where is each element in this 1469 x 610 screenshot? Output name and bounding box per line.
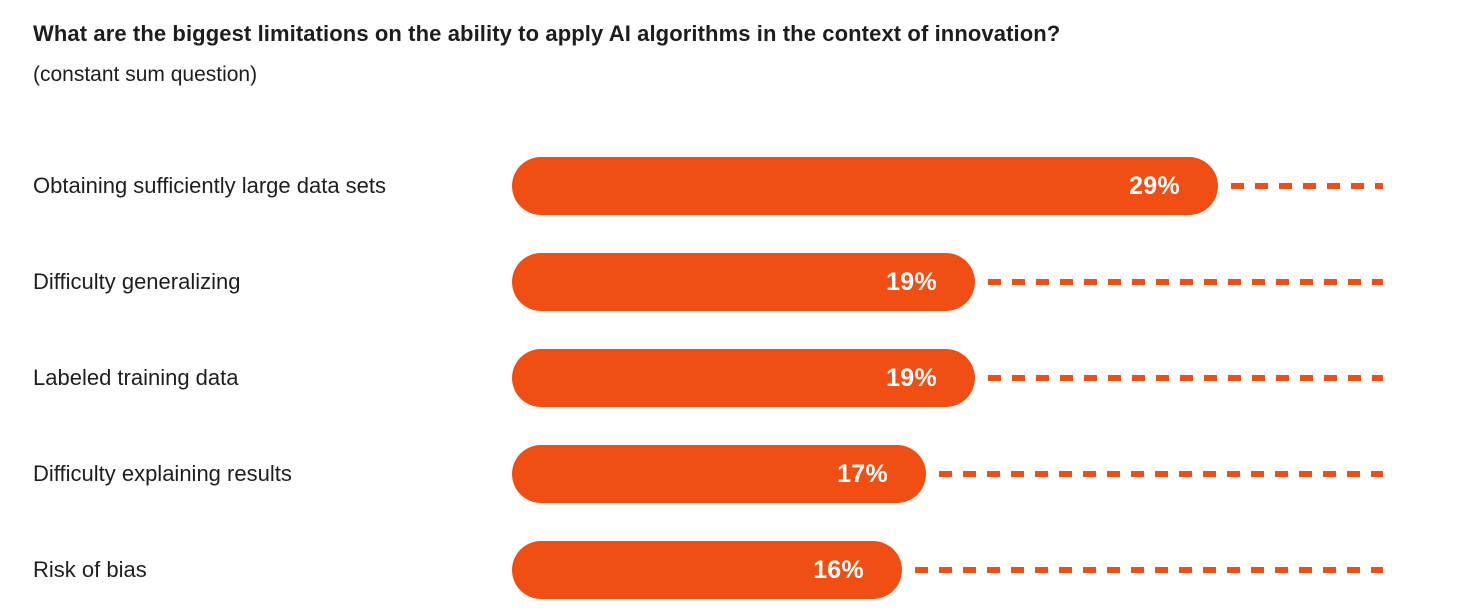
chart-row: Difficulty generalizing 19% xyxy=(33,253,1383,311)
leader-dashed-line xyxy=(988,279,1383,285)
category-label: Obtaining sufficiently large data sets xyxy=(33,172,387,198)
leader-dashed-line xyxy=(1231,183,1383,189)
bar-value-label: 29% xyxy=(1129,171,1180,200)
chart-subtitle: (constant sum question) xyxy=(33,63,258,86)
chart-row: Labeled training data 19% xyxy=(33,349,1383,407)
bar: 16% xyxy=(512,541,902,599)
chart-row: Risk of bias 16% xyxy=(33,541,1383,599)
bar-value-label: 19% xyxy=(886,267,937,296)
chart-row: Obtaining sufficiently large data sets 29… xyxy=(33,157,1383,215)
bar-track: 29% xyxy=(512,157,1383,215)
bar: 19% xyxy=(512,349,975,407)
leader-dashed-line xyxy=(988,375,1383,381)
leader-dashed-line xyxy=(939,471,1383,477)
bar-track: 19% xyxy=(512,253,1383,311)
category-label: Risk of bias xyxy=(33,556,147,582)
category-label: Labeled training data xyxy=(33,364,239,390)
bar-value-label: 19% xyxy=(886,363,937,392)
leader-dashed-line xyxy=(915,567,1383,573)
bar: 17% xyxy=(512,445,926,503)
bar: 29% xyxy=(512,157,1218,215)
bar-value-label: 17% xyxy=(837,459,888,488)
bar-value-label: 16% xyxy=(813,555,864,584)
bar-track: 19% xyxy=(512,349,1383,407)
bar: 19% xyxy=(512,253,975,311)
bar-track: 17% xyxy=(512,445,1383,503)
bar-chart: Obtaining sufficiently large data sets 29… xyxy=(33,157,1383,599)
chart-title: What are the biggest limitations on the … xyxy=(33,21,1061,46)
category-label: Difficulty generalizing xyxy=(33,268,241,294)
chart-row: Difficulty explaining results 17% xyxy=(33,445,1383,503)
bar-track: 16% xyxy=(512,541,1383,599)
category-label: Difficulty explaining results xyxy=(33,460,292,486)
